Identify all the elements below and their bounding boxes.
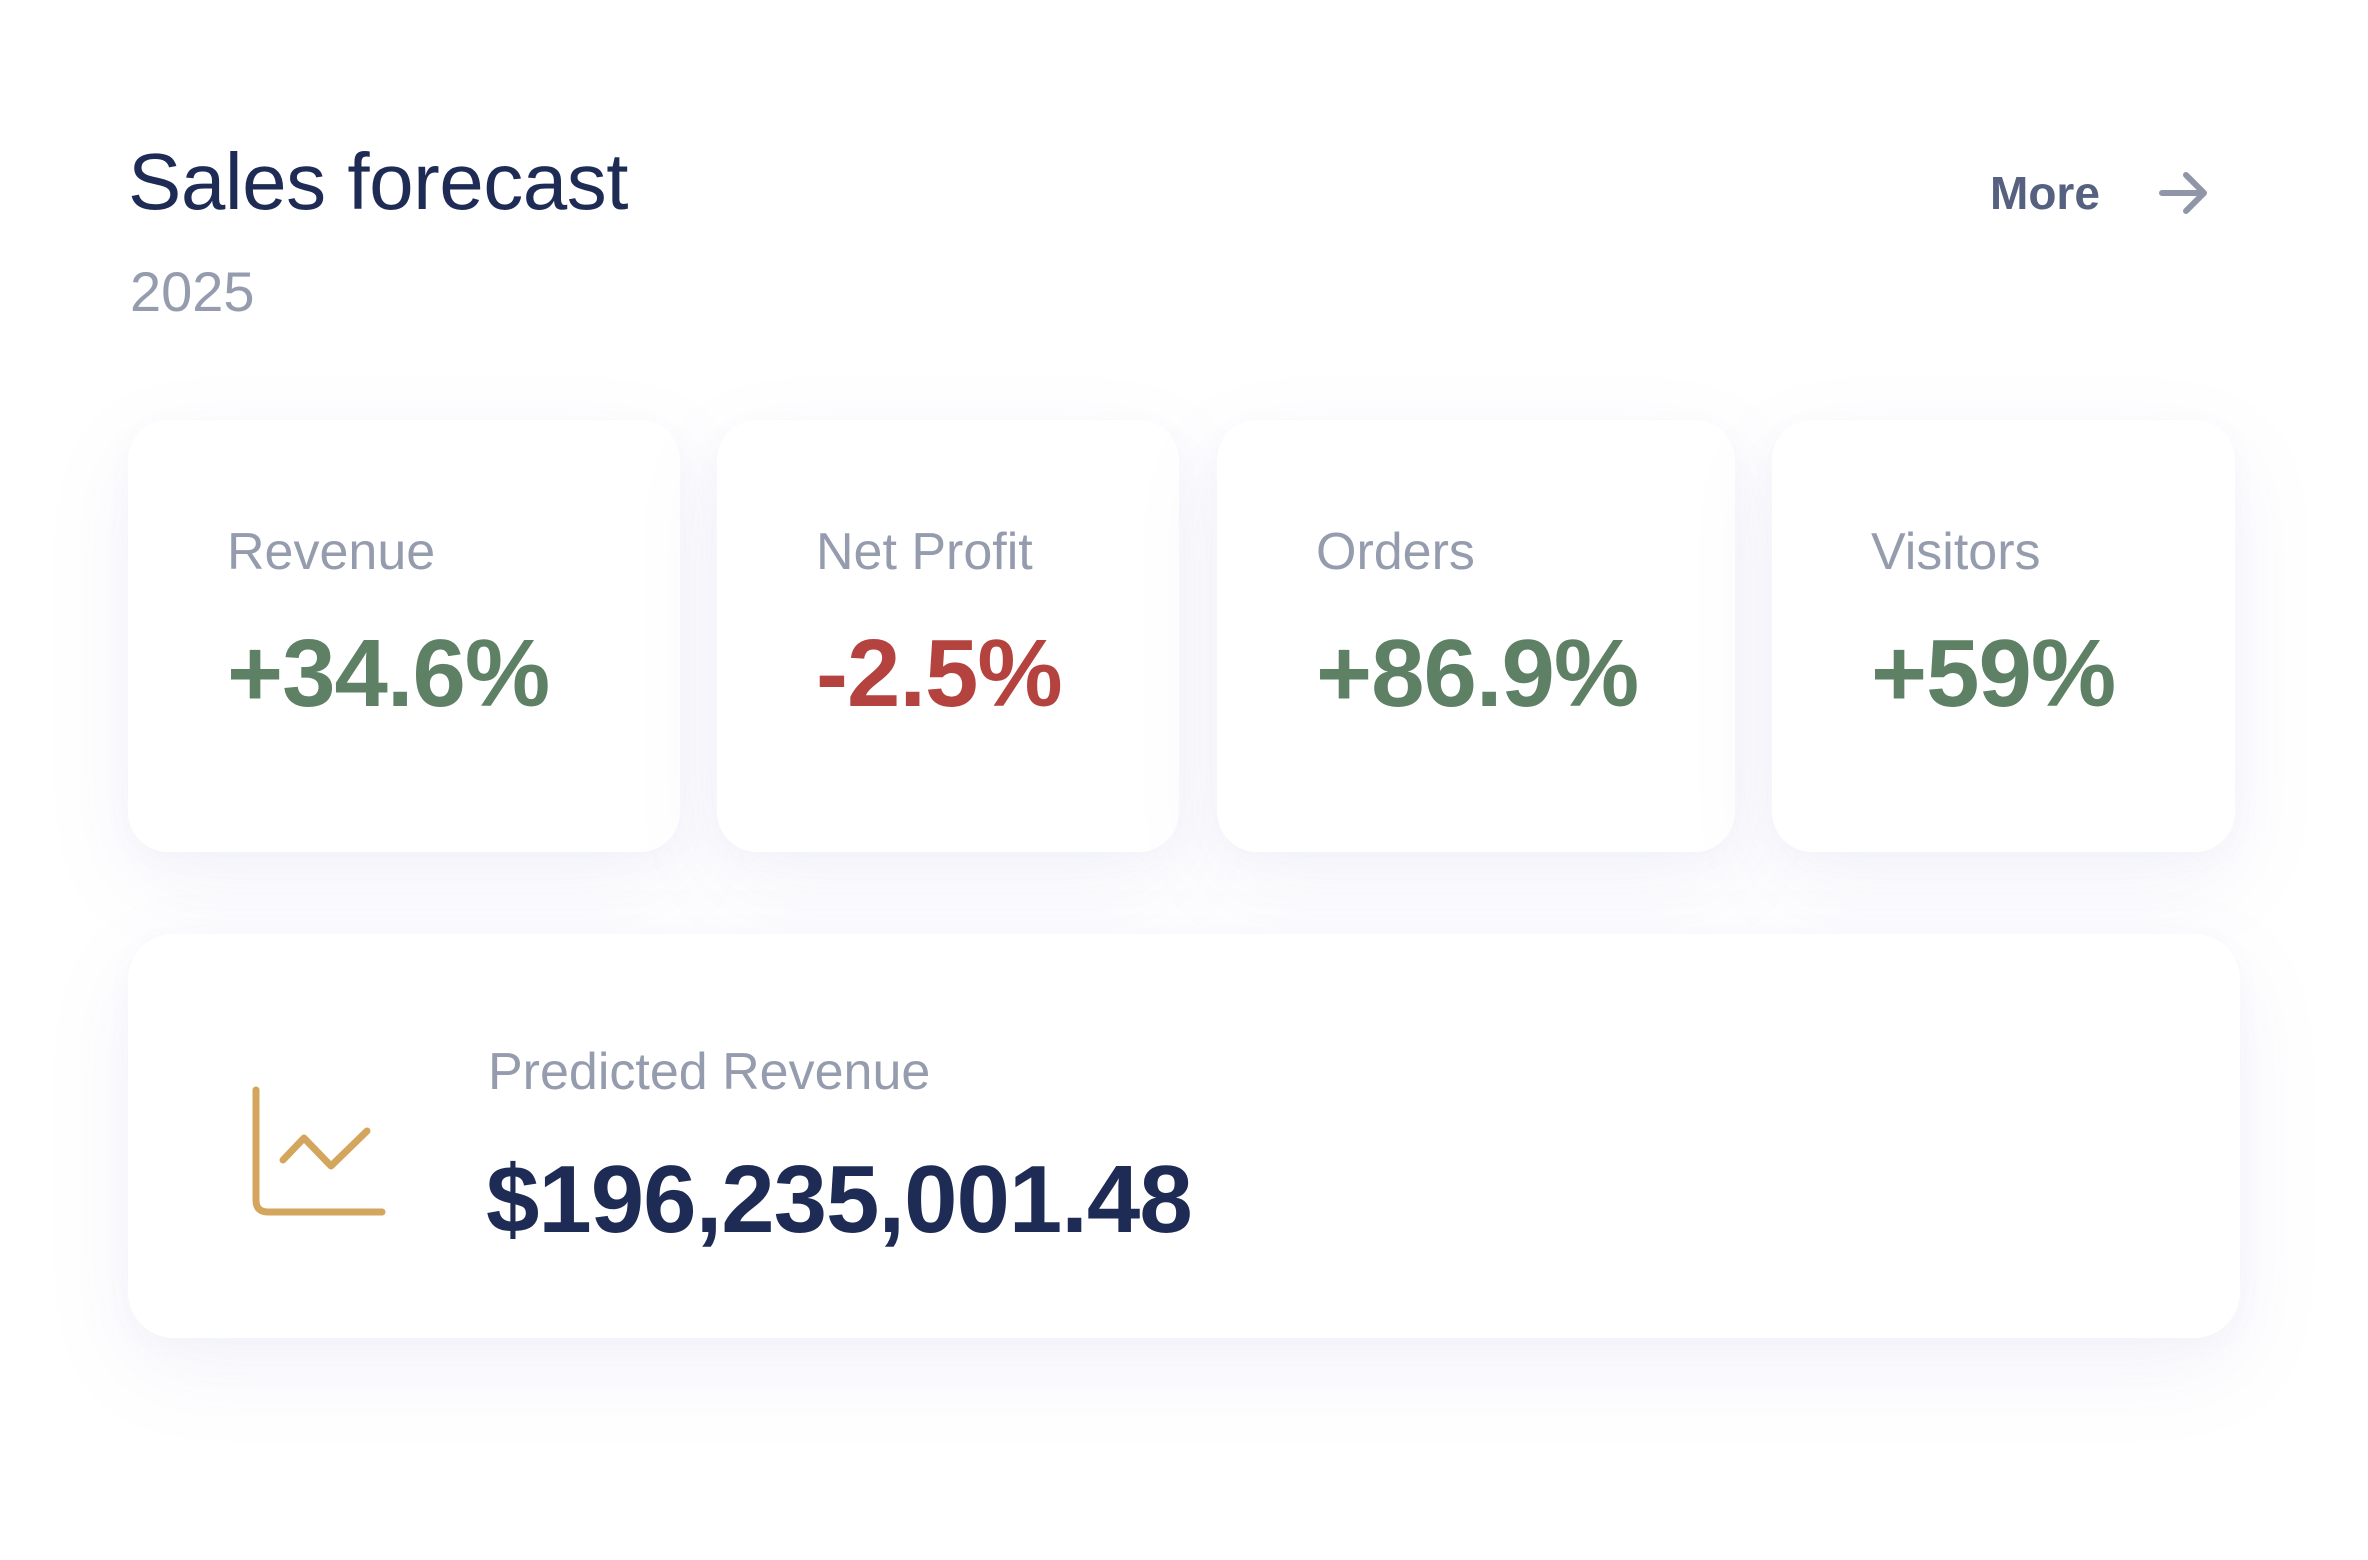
more-button[interactable]: More — [1990, 158, 2210, 228]
stat-card-orders: Orders +86.9% — [1217, 420, 1735, 852]
stat-label: Net Profit — [816, 523, 1033, 581]
stat-label: Visitors — [1871, 523, 2041, 581]
stat-value: +59% — [1871, 620, 2116, 727]
stat-value: +86.9% — [1316, 620, 1639, 727]
stat-label: Orders — [1316, 523, 1475, 581]
page-title: Sales forecast — [128, 137, 628, 226]
stat-card-net-profit: Net Profit -2.5% — [717, 420, 1179, 852]
stat-label: Revenue — [227, 523, 436, 581]
stat-card-revenue: Revenue +34.6% — [128, 420, 680, 852]
line-chart-icon — [252, 1086, 386, 1216]
predicted-revenue-card: Predicted Revenue $196,235,001.48 — [128, 934, 2240, 1338]
predicted-revenue-value: $196,235,001.48 — [486, 1146, 1193, 1253]
predicted-revenue-label: Predicted Revenue — [488, 1043, 931, 1101]
more-button-label: More — [1990, 167, 2100, 219]
stat-card-visitors: Visitors +59% — [1772, 420, 2235, 852]
stat-value: -2.5% — [816, 620, 1063, 727]
year-subtitle: 2025 — [130, 260, 255, 323]
stat-value: +34.6% — [227, 620, 550, 727]
arrow-right-icon — [2158, 172, 2207, 214]
